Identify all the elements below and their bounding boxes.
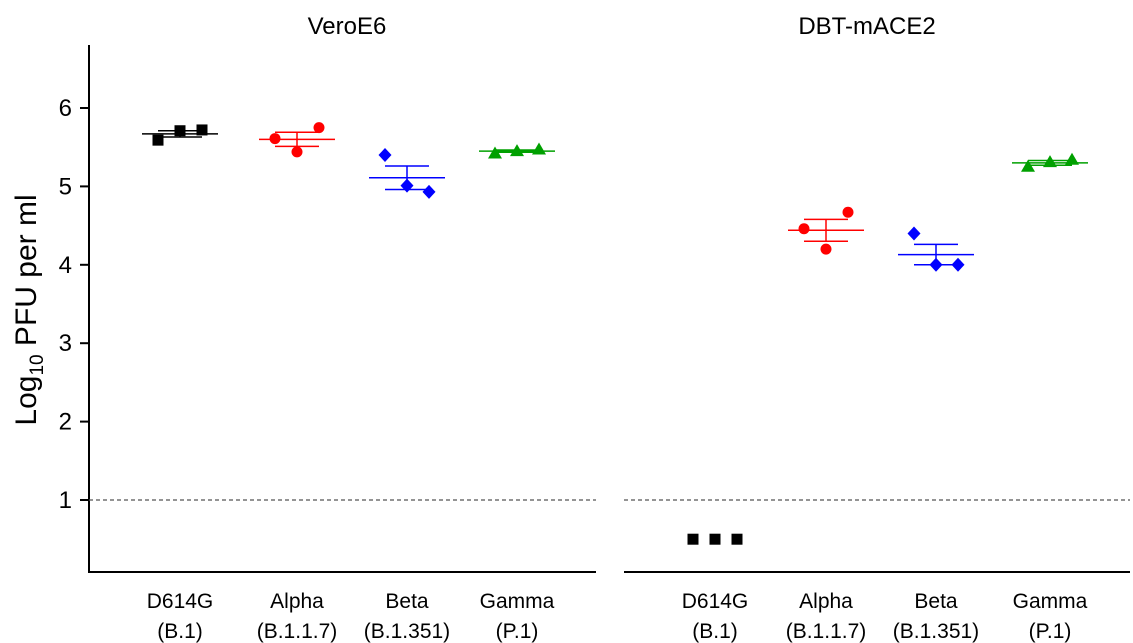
category-lineage-d614g-0: (B.1) xyxy=(157,620,203,643)
panel-title-right: DBT-mACE2 xyxy=(798,13,935,40)
data-point-alpha-1-0 xyxy=(798,223,810,235)
category-label-beta-0: Beta xyxy=(385,590,429,613)
data-point-d614g-1-1 xyxy=(709,533,721,545)
y-tick-label-3: 3 xyxy=(59,330,72,357)
data-point-alpha-1-1 xyxy=(820,243,832,255)
category-label-alpha-0: Alpha xyxy=(270,590,324,613)
y-tick-label-4: 4 xyxy=(59,252,72,279)
data-point-alpha-1-2 xyxy=(842,206,854,218)
data-point-beta-1-2 xyxy=(951,257,965,272)
category-label-d614g-0: D614G xyxy=(147,590,214,613)
data-point-gamma-0-2 xyxy=(532,142,546,155)
data-point-beta-1-1 xyxy=(929,257,943,272)
data-point-gamma-1-2 xyxy=(1065,152,1079,165)
data-point-beta-0-2 xyxy=(422,184,436,199)
y-tick-label-2: 2 xyxy=(59,409,72,436)
data-point-gamma-0-1 xyxy=(510,144,524,157)
data-point-alpha-0-1 xyxy=(291,146,303,158)
category-label-alpha-1: Alpha xyxy=(799,590,853,613)
data-point-beta-1-0 xyxy=(907,226,921,241)
data-point-gamma-0-0 xyxy=(488,146,502,159)
data-marks xyxy=(142,122,1088,545)
data-point-alpha-0-2 xyxy=(313,122,325,134)
category-lineage-gamma-1: (P.1) xyxy=(1029,620,1072,643)
category-lineage-gamma-0: (P.1) xyxy=(496,620,539,643)
category-lineage-beta-0: (B.1.351) xyxy=(364,620,450,643)
category-lineage-d614g-1: (B.1) xyxy=(692,620,738,643)
category-labels: D614G (B.1) Alpha (B.1.1.7) Beta (B.1.351) Gam… xyxy=(147,590,1088,643)
category-label-d614g-1: D614G xyxy=(682,590,749,613)
y-tick-label-6: 6 xyxy=(59,95,72,122)
y-tick-label-1: 1 xyxy=(59,487,72,514)
data-point-d614g-0-2 xyxy=(196,124,208,136)
data-point-alpha-0-0 xyxy=(269,133,281,145)
y-axis-label: Log10 PFU per ml xyxy=(10,194,48,425)
category-label-gamma-1: Gamma xyxy=(1013,590,1088,613)
data-point-gamma-1-0 xyxy=(1021,159,1035,172)
data-point-d614g-1-0 xyxy=(687,533,699,545)
data-point-beta-0-1 xyxy=(400,178,414,193)
data-point-beta-0-0 xyxy=(378,148,392,163)
data-point-d614g-0-1 xyxy=(174,125,186,137)
y-tick-label-5: 5 xyxy=(59,173,72,200)
category-label-gamma-0: Gamma xyxy=(480,590,555,613)
data-point-gamma-1-1 xyxy=(1043,155,1057,168)
data-point-d614g-1-2 xyxy=(731,533,743,545)
category-lineage-beta-1: (B.1.351) xyxy=(893,620,979,643)
y-ticks: 1 2 3 4 5 6 xyxy=(59,95,89,514)
data-point-d614g-0-0 xyxy=(152,134,164,146)
category-lineage-alpha-1: (B.1.1.7) xyxy=(786,620,867,643)
category-label-beta-1: Beta xyxy=(914,590,958,613)
category-lineage-alpha-0: (B.1.1.7) xyxy=(257,620,338,643)
panel-title-left: VeroE6 xyxy=(308,13,387,40)
